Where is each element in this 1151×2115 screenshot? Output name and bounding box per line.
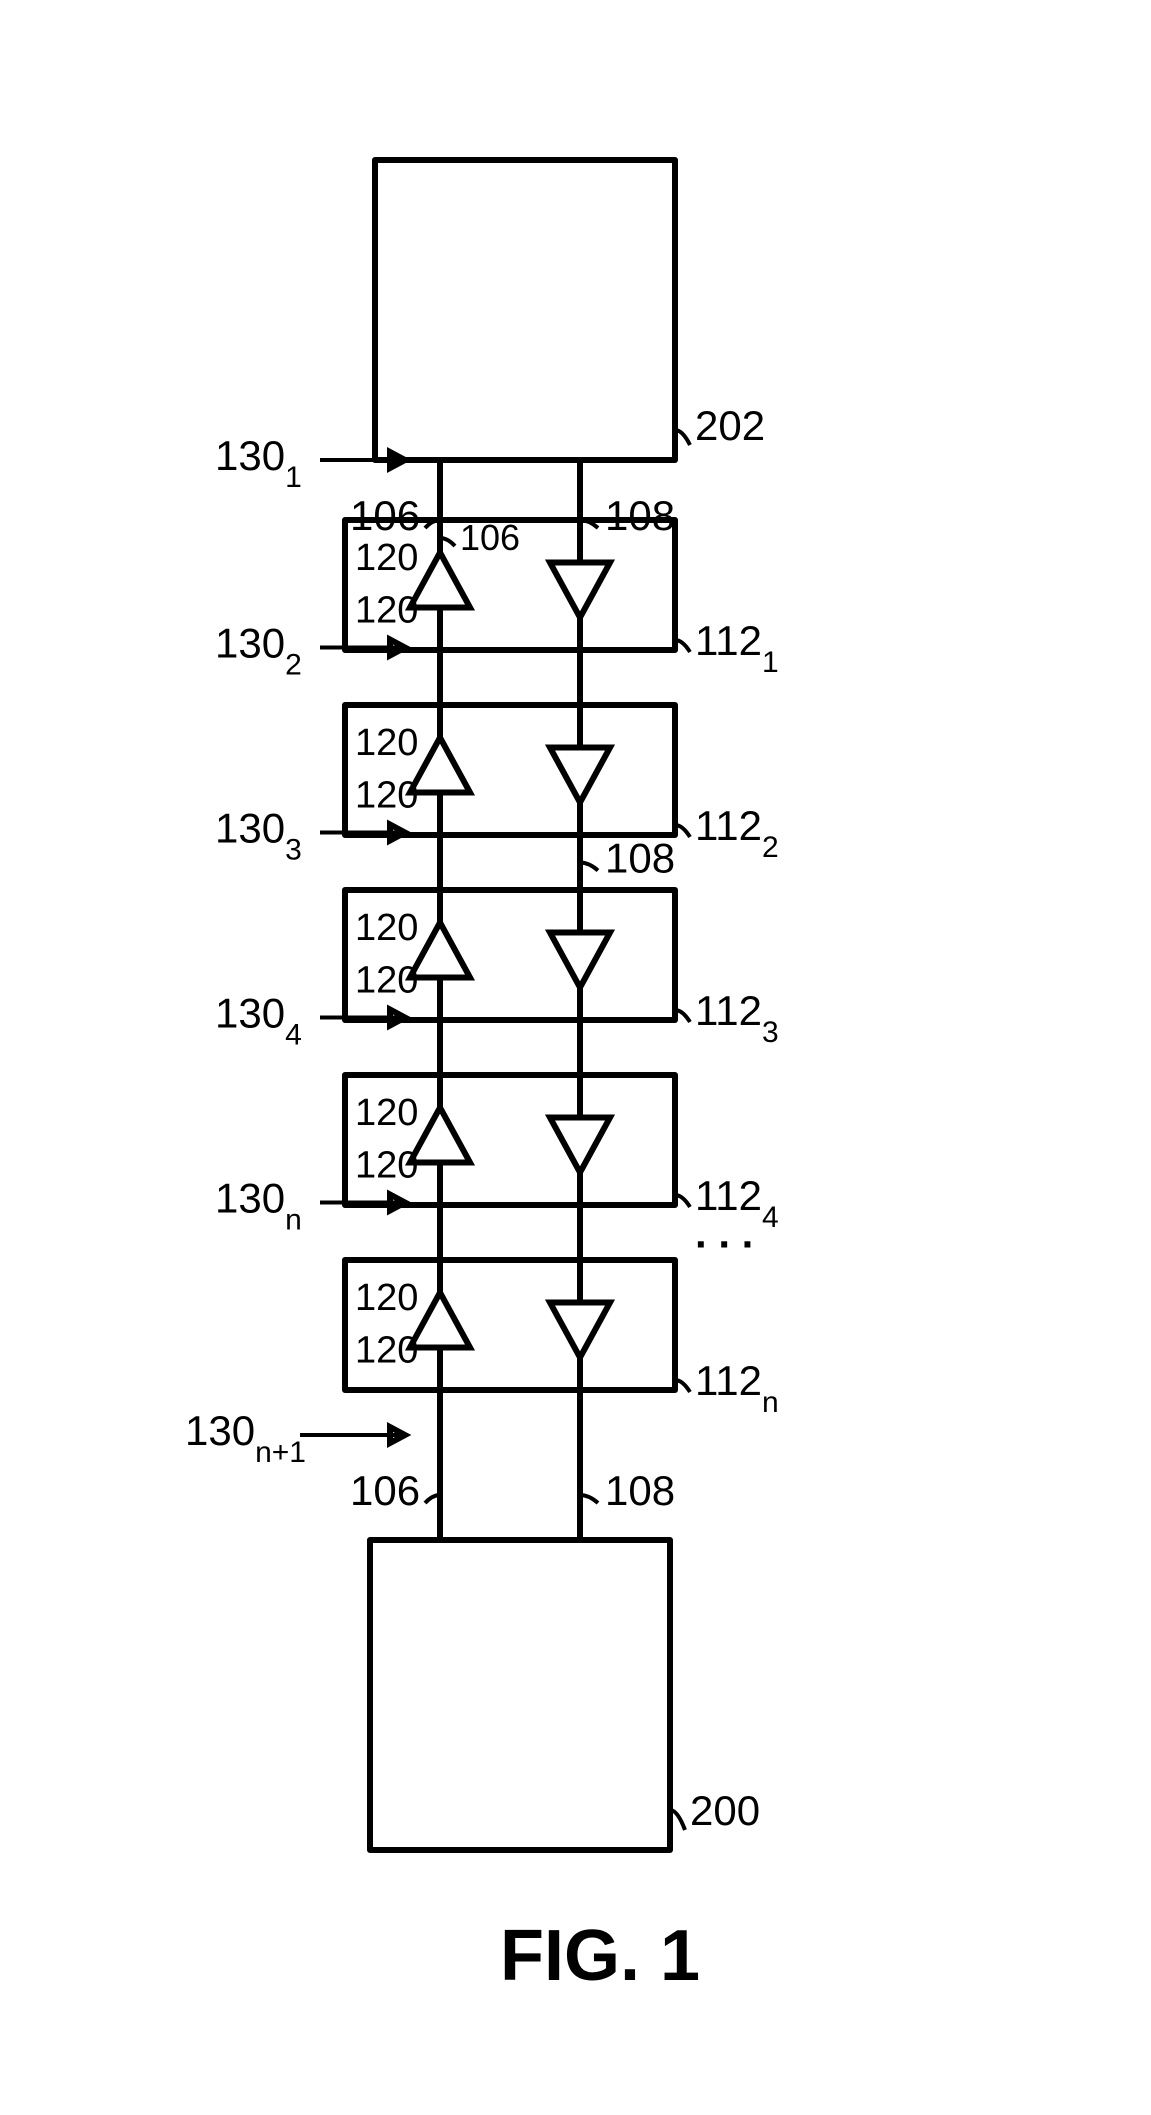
ref-120-top-2: 120 (355, 722, 418, 764)
ellipsis: . . . (695, 1210, 753, 1257)
ref-112-3: 1123 (695, 987, 779, 1049)
ref-130-5: 130n (215, 1175, 302, 1237)
ref-106-inside: 106 (460, 517, 520, 558)
ref-112-5: 112n (695, 1357, 779, 1419)
amp-top-1 (410, 553, 470, 608)
ref-106-first: 106 (350, 492, 420, 539)
ref-130-3: 1303 (215, 805, 302, 867)
ref-120-bot-4: 120 (355, 1145, 418, 1187)
amp-top-3 (410, 923, 470, 978)
ref-120-bot-5: 120 (355, 1330, 418, 1372)
ref-130-1: 1301 (215, 432, 302, 494)
ref-200: 200 (690, 1787, 760, 1834)
block-202 (375, 160, 675, 460)
block-200 (370, 1540, 670, 1850)
ref-130-2: 1302 (215, 620, 302, 682)
amp-top-4 (410, 1108, 470, 1163)
ref-112-2: 1122 (695, 802, 779, 864)
ref-120-top-5: 120 (355, 1277, 418, 1319)
ref-120-top-4: 120 (355, 1092, 418, 1134)
ref-130-n1: 130n+1 (185, 1407, 306, 1469)
ref-120-top-1: 120 (355, 537, 418, 579)
figure-caption: FIG. 1 (500, 1916, 700, 1996)
amp-bot-4 (550, 1118, 610, 1173)
ref-108-first: 108 (605, 492, 675, 539)
ref-120-top-3: 120 (355, 907, 418, 949)
ref-108-last: 108 (605, 1467, 675, 1514)
ref-112-1: 1121 (695, 617, 779, 679)
amp-top-5 (410, 1293, 470, 1348)
amp-bot-5 (550, 1303, 610, 1358)
ref-106-last: 106 (350, 1467, 420, 1514)
ref-120-bot-3: 120 (355, 960, 418, 1002)
ref-130-4: 1304 (215, 990, 302, 1052)
ref-120-bot-1: 120 (355, 590, 418, 632)
ref-120-bot-2: 120 (355, 775, 418, 817)
ref-202: 202 (695, 402, 765, 449)
amp-bot-1 (550, 563, 610, 618)
amp-bot-2 (550, 748, 610, 803)
amp-top-2 (410, 738, 470, 793)
amp-bot-3 (550, 933, 610, 988)
ref-108-mid: 108 (605, 835, 675, 882)
